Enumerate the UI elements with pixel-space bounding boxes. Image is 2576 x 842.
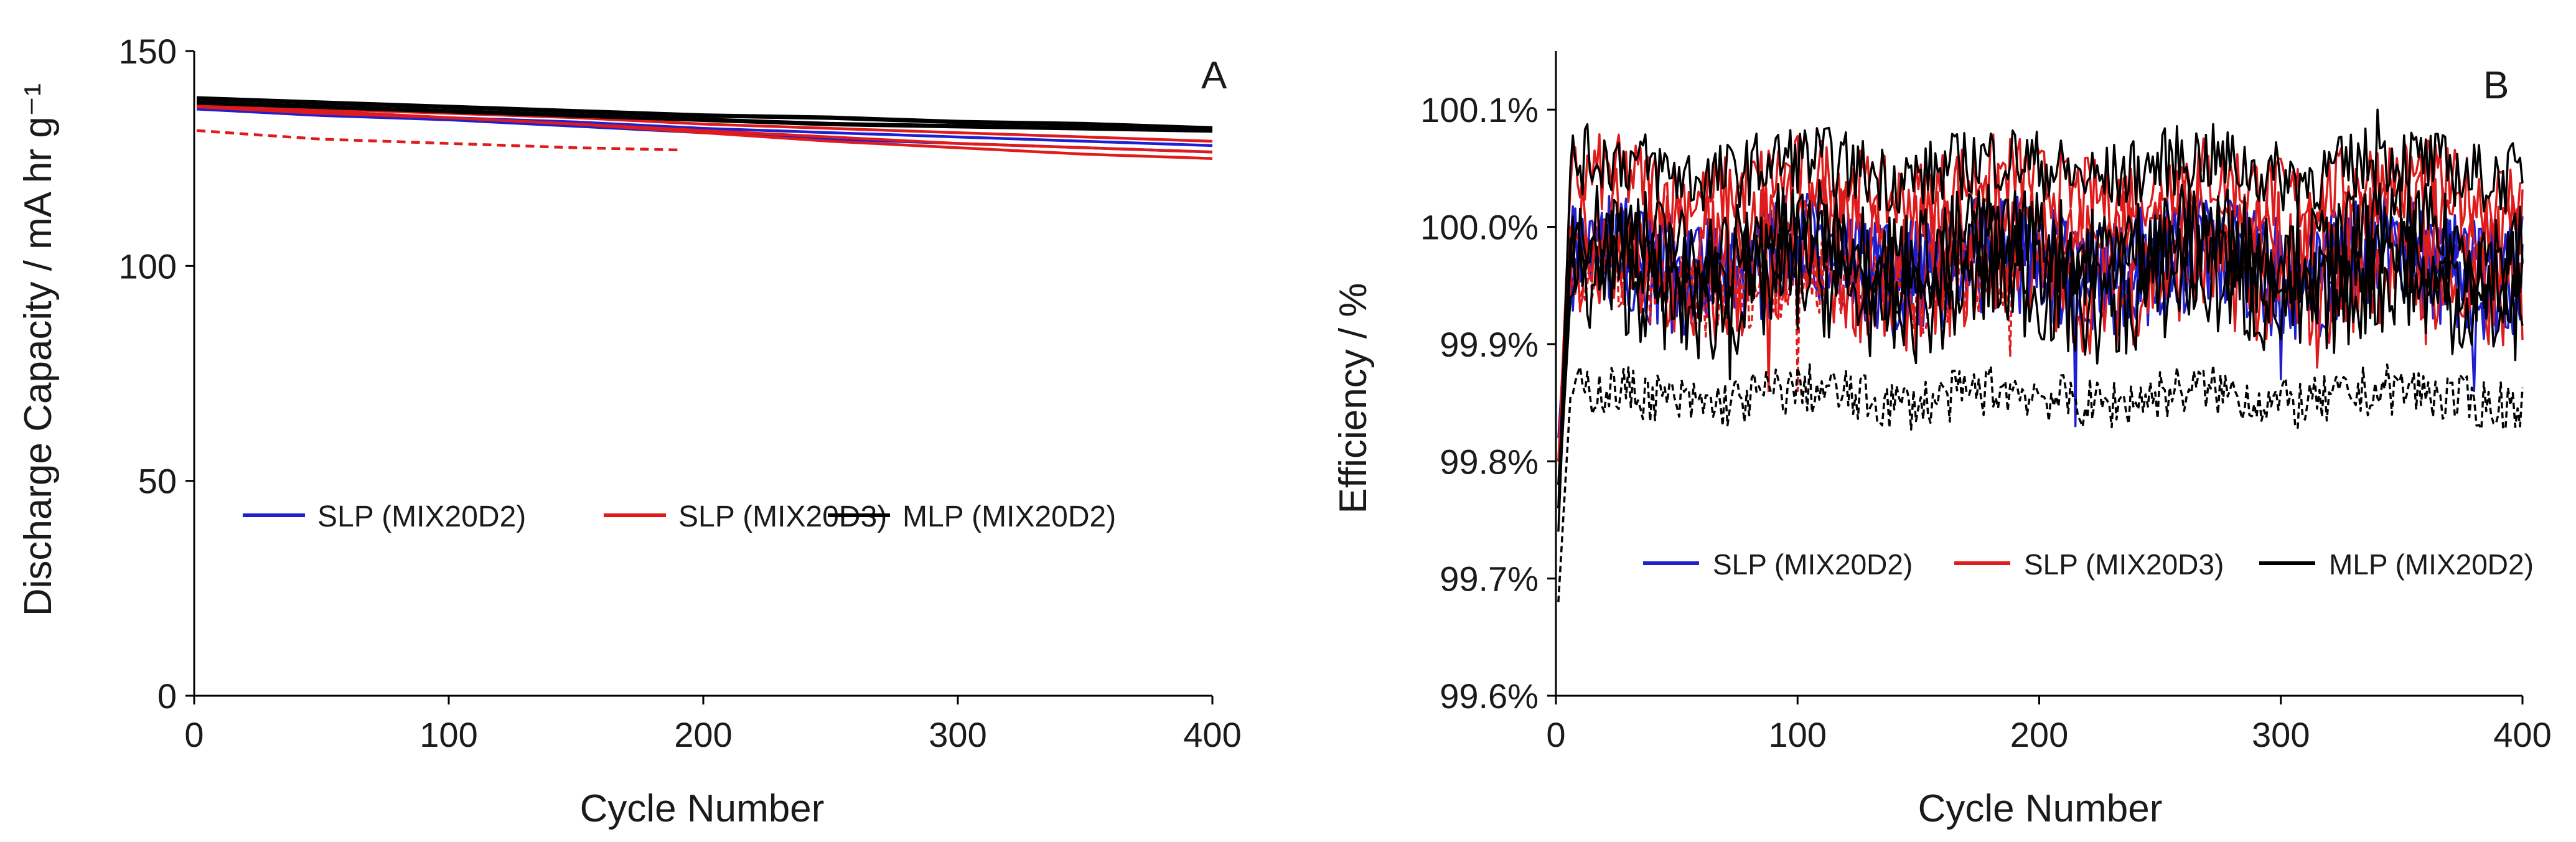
panel-a-legend-label: MLP (MIX20D2): [902, 500, 1116, 533]
panel-b-legend-label: SLP (MIX20D2): [1713, 548, 1913, 581]
panel-b-x-axis-label: Cycle Number: [1918, 787, 2163, 830]
panel-b-series-line: [1557, 232, 2016, 462]
panel-a-legend: SLP (MIX20D2) SLP (MIX20D3) MLP (MIX20D2): [243, 500, 1116, 533]
panel-b-legend-label: SLP (MIX20D3): [2024, 548, 2224, 581]
panel-a-series-line: [196, 129, 678, 152]
panel-a-x-tick-label: 400: [1183, 715, 1241, 754]
panel-a-x-axis-label: Cycle Number: [580, 787, 825, 830]
panel-a: 0 50 100 150 0 100 200 300 400 A Cycle Number Di…: [17, 32, 1242, 830]
panel-a-series-line: [196, 105, 1213, 154]
panel-a-y-tick-label: 100: [119, 246, 177, 286]
panel-b-y-tick-label: 99.6%: [1440, 676, 1539, 716]
panel-a-y-axis-label: Discharge Capacity / mA hr g⁻¹: [17, 83, 60, 616]
panel-b-y-tick-label: 100.0%: [1420, 208, 1539, 247]
panel-b-y-tick-label: 99.7%: [1440, 559, 1539, 599]
panel-b-series-line: [1557, 108, 2524, 508]
panel-b-y-tick-label: 99.8%: [1440, 442, 1539, 481]
panel-b-x-tick-label: 0: [1546, 715, 1565, 754]
panel-a-series-line: [196, 100, 1213, 133]
panel-a-series-group: [196, 96, 1213, 160]
panel-a-series-line: [196, 96, 1213, 131]
panel-b-axes: 99.6% 99.7% 99.8% 99.9% 100.0% 100.1% 0 100 200 3…: [1420, 51, 2552, 754]
panel-a-x-tick-label: 200: [674, 715, 732, 754]
panel-a-y-tick-label: 150: [119, 32, 177, 71]
panel-a-series-line: [196, 103, 1213, 160]
panel-b-x-tick-label: 200: [2010, 715, 2068, 754]
panel-b-x-tick-label: 300: [2252, 715, 2310, 754]
panel-b-y-tick-label: 100.1%: [1420, 90, 1539, 129]
panel-a-axes: 0 50 100 150 0 100 200 300 400: [119, 32, 1242, 754]
panel-b-series-line: [1557, 363, 2524, 602]
panel-b-label: B: [2483, 64, 2509, 107]
panel-b: 99.6% 99.7% 99.8% 99.9% 100.0% 100.1% 0 100 200 3…: [1332, 51, 2552, 830]
panel-a-y-tick-label: 50: [138, 462, 177, 501]
panel-a-legend-label: SLP (MIX20D2): [317, 500, 526, 533]
panel-b-x-tick-label: 100: [1769, 715, 1827, 754]
panel-a-y-tick-label: 0: [157, 676, 177, 716]
panel-b-x-tick-label: 400: [2493, 715, 2551, 754]
panel-b-series-line: [1557, 202, 2524, 485]
panel-a-x-tick-label: 100: [419, 715, 477, 754]
panel-a-x-tick-label: 300: [929, 715, 986, 754]
panel-b-legend-label: MLP (MIX20D2): [2329, 548, 2534, 581]
panel-b-y-axis-label: Efficiency / %: [1332, 283, 1375, 513]
panel-b-series-line: [1557, 179, 2524, 532]
panel-b-y-tick-label: 99.9%: [1440, 325, 1539, 364]
panel-a-x-tick-label: 0: [184, 715, 204, 754]
panel-b-series-group: [1557, 108, 2524, 602]
panel-b-legend: SLP (MIX20D2) SLP (MIX20D3) MLP (MIX20D2): [1643, 548, 2534, 581]
panel-a-label: A: [1201, 54, 1227, 97]
